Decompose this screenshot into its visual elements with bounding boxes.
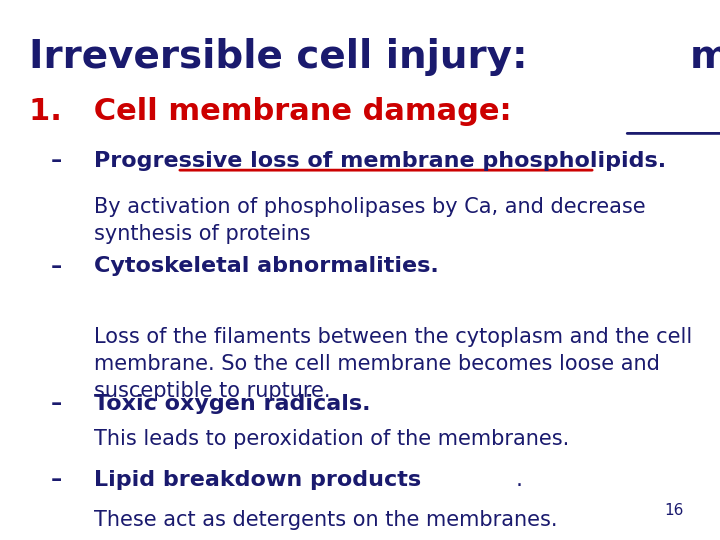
Text: mechanism: mechanism [690, 38, 720, 76]
Text: These act as detergents on the membranes.: These act as detergents on the membranes… [94, 510, 557, 530]
Text: By activation of phospholipases by Ca, and decrease
synthesis of proteins: By activation of phospholipases by Ca, a… [94, 197, 645, 244]
Text: Loss of the filaments between the cytoplasm and the cell
membrane. So the cell m: Loss of the filaments between the cytopl… [94, 327, 692, 401]
Text: This leads to peroxidation of the membranes.: This leads to peroxidation of the membra… [94, 429, 569, 449]
Text: Progressive loss of membrane phospholipids.: Progressive loss of membrane phospholipi… [94, 151, 666, 171]
Text: –: – [50, 256, 62, 276]
Text: Lipid breakdown products: Lipid breakdown products [94, 470, 420, 490]
Text: –: – [50, 394, 62, 414]
Text: –: – [50, 470, 62, 490]
Text: Cytoskeletal abnormalities.: Cytoskeletal abnormalities. [94, 256, 438, 276]
Text: Irreversible cell injury:: Irreversible cell injury: [29, 38, 541, 76]
Text: .: . [516, 470, 523, 490]
Text: 1.   Cell membrane damage:: 1. Cell membrane damage: [29, 97, 511, 126]
Text: Toxic oxygen radicals.: Toxic oxygen radicals. [94, 394, 370, 414]
Text: 16: 16 [665, 503, 684, 518]
Text: –: – [50, 151, 62, 171]
